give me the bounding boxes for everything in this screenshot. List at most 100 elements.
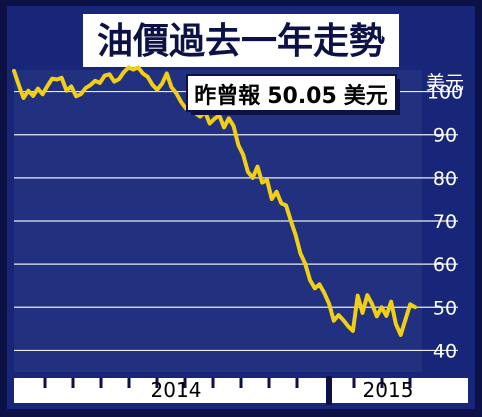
annotation-unit: 美元 — [344, 83, 388, 109]
price-point-64 — [318, 283, 321, 286]
x-tick-1 — [71, 378, 75, 388]
x-axis-ticks — [43, 378, 412, 388]
price-point-56 — [280, 202, 283, 205]
price-point-13 — [75, 95, 77, 98]
price-point-72 — [356, 294, 359, 297]
title-box — [83, 14, 399, 67]
x-label-2014: 2014 — [151, 378, 202, 402]
x-tick-9 — [295, 378, 299, 388]
x-tick-0 — [43, 378, 47, 388]
price-point-50 — [251, 177, 254, 179]
x-label-2015: 2015 — [363, 378, 414, 402]
price-point-76 — [376, 315, 378, 318]
x-tick-3 — [127, 378, 131, 388]
price-point-62 — [309, 279, 311, 281]
price-point-77 — [380, 306, 383, 309]
price-point-18 — [99, 82, 101, 84]
price-point-8 — [51, 77, 53, 80]
price-point-3 — [27, 89, 30, 92]
year-divider — [326, 376, 332, 405]
price-point-67 — [333, 319, 335, 322]
price-point-83 — [409, 303, 412, 306]
price-point-79 — [390, 300, 392, 303]
x-tick-6 — [211, 378, 215, 388]
price-point-14 — [80, 93, 82, 95]
price-point-5 — [37, 87, 39, 90]
price-point-23 — [123, 71, 125, 73]
price-point-1 — [18, 84, 20, 86]
price-point-15 — [84, 87, 87, 89]
y-tick-label-40: 40 — [433, 340, 457, 362]
x-tick-5 — [183, 378, 187, 388]
y-tick-label-90: 90 — [433, 125, 457, 147]
x-tick-7 — [239, 378, 243, 388]
price-point-26 — [137, 66, 139, 69]
price-point-42 — [213, 118, 216, 120]
price-point-66 — [328, 303, 330, 305]
price-point-25 — [132, 68, 135, 71]
price-point-31 — [161, 83, 163, 85]
chart-title: 油價過去一年走勢 — [97, 21, 385, 62]
price-point-41 — [208, 122, 211, 125]
y-tick-label-70: 70 — [433, 211, 457, 233]
price-point-81 — [399, 334, 402, 336]
price-point-63 — [314, 287, 316, 290]
y-axis-unit: 美元 — [426, 72, 464, 94]
price-point-0 — [13, 70, 15, 72]
price-point-82 — [404, 318, 407, 321]
y-tick-label-80: 80 — [433, 168, 457, 190]
x-tick-10 — [352, 378, 356, 388]
price-point-32 — [166, 72, 168, 75]
y-axis-labels: 100 90 80 70 60 50 40 — [427, 82, 463, 363]
price-point-34 — [175, 92, 178, 95]
price-point-12 — [70, 85, 73, 88]
price-point-24 — [127, 66, 130, 69]
x-tick-12 — [408, 378, 412, 388]
price-point-9 — [56, 78, 58, 81]
price-point-45 — [228, 117, 230, 120]
price-point-16 — [89, 84, 92, 86]
price-point-57 — [285, 204, 287, 207]
price-point-68 — [337, 314, 340, 316]
price-point-51 — [256, 165, 259, 168]
annotation-box — [186, 74, 397, 112]
price-point-73 — [361, 312, 364, 314]
price-point-27 — [142, 72, 144, 75]
price-point-19 — [103, 74, 106, 77]
price-point-70 — [347, 325, 350, 328]
price-point-59 — [294, 234, 297, 236]
price-point-4 — [32, 95, 34, 97]
x-tick-8 — [267, 378, 271, 388]
x-tick-2 — [99, 378, 103, 388]
annotation-value: 50.05 — [267, 84, 337, 109]
y-tick-label-60: 60 — [433, 254, 457, 276]
price-point-60 — [299, 252, 302, 255]
price-point-55 — [275, 190, 278, 193]
price-point-80 — [395, 323, 397, 325]
price-point-30 — [156, 89, 158, 91]
price-point-7 — [46, 85, 49, 87]
price-point-22 — [118, 78, 120, 80]
price-point-65 — [323, 292, 326, 294]
price-point-33 — [170, 86, 173, 89]
price-point-44 — [223, 126, 225, 129]
price-point-69 — [342, 319, 345, 322]
price-point-6 — [41, 93, 44, 95]
annotation-text: 昨曾報 50.05 美元 — [194, 83, 388, 109]
price-point-2 — [22, 97, 25, 99]
price-point-71 — [352, 330, 354, 332]
price-point-11 — [65, 89, 68, 92]
price-point-53 — [266, 179, 268, 181]
price-point-49 — [247, 171, 249, 173]
price-point-29 — [151, 83, 154, 86]
price-point-17 — [94, 80, 96, 82]
annotation-prefix: 昨曾報 — [194, 83, 261, 109]
price-point-54 — [271, 198, 273, 200]
price-point-74 — [366, 294, 369, 297]
x-tick-4 — [155, 378, 159, 388]
price-point-58 — [290, 220, 292, 222]
price-point-78 — [385, 315, 388, 317]
price-point-75 — [371, 303, 373, 305]
